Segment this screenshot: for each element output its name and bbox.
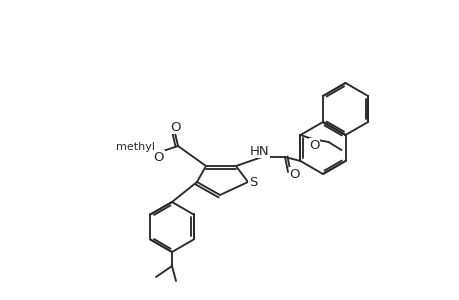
Text: O: O: [289, 167, 300, 181]
Text: HN: HN: [250, 145, 269, 158]
Text: methyl: methyl: [116, 142, 155, 152]
Text: S: S: [248, 176, 257, 190]
Text: O: O: [308, 139, 319, 152]
Text: O: O: [153, 151, 164, 164]
Text: O: O: [170, 121, 181, 134]
